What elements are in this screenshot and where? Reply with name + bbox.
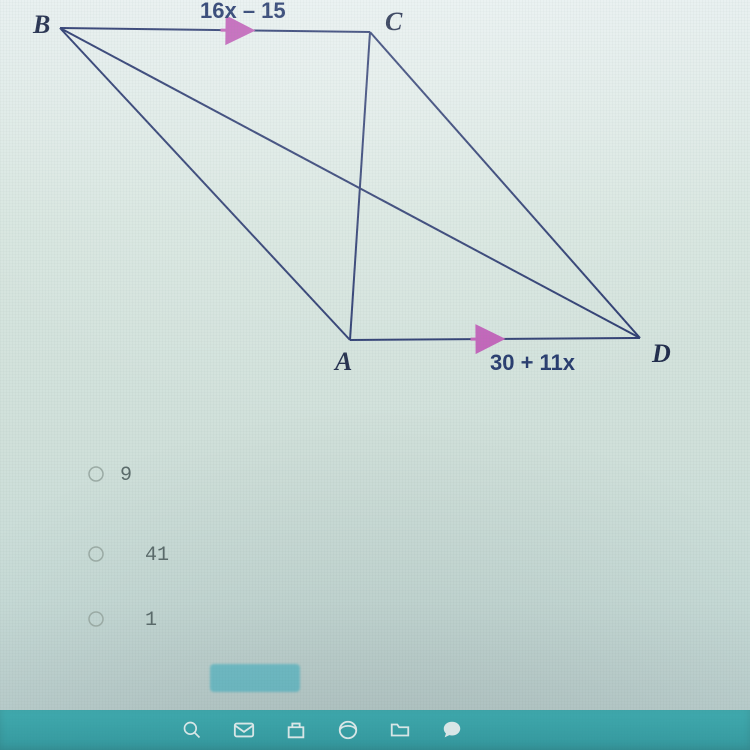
windows-taskbar[interactable] bbox=[0, 710, 750, 750]
figure-edges bbox=[60, 28, 640, 340]
folder-icon[interactable] bbox=[388, 718, 412, 742]
vertex-label-A: A bbox=[333, 347, 352, 376]
vertex-label-B: B bbox=[32, 10, 50, 39]
submit-button-blurred[interactable] bbox=[210, 664, 300, 692]
edge-label-BC: 16x – 15 bbox=[200, 0, 286, 23]
edge-CA bbox=[350, 32, 370, 340]
answer-text-1: 41 bbox=[145, 544, 169, 567]
edge-BD bbox=[60, 28, 640, 338]
edge-labels: 16x – 15 30 + 11x bbox=[200, 0, 576, 375]
chat-icon[interactable] bbox=[440, 718, 464, 742]
answer-options: 9 41 1 bbox=[0, 420, 750, 680]
geometry-figure: B C A D 16x – 15 30 + 11x bbox=[0, 0, 750, 420]
search-icon[interactable] bbox=[180, 718, 204, 742]
store-icon[interactable] bbox=[284, 718, 308, 742]
answer-radio-2[interactable] bbox=[89, 612, 103, 626]
edge-icon[interactable] bbox=[336, 718, 360, 742]
edge-label-AD: 30 + 11x bbox=[490, 350, 576, 375]
edge-BC bbox=[60, 28, 370, 32]
answer-text-0: 9 bbox=[120, 464, 132, 487]
answer-text-2: 1 bbox=[145, 609, 157, 632]
parallel-arrows bbox=[221, 30, 491, 339]
edge-CD bbox=[370, 32, 640, 338]
answer-radio-0[interactable] bbox=[89, 467, 103, 481]
vertex-label-D: D bbox=[651, 339, 671, 368]
edge-AD bbox=[350, 338, 640, 340]
answer-radio-1[interactable] bbox=[89, 547, 103, 561]
vertex-label-C: C bbox=[385, 7, 403, 36]
edge-BA bbox=[60, 28, 350, 340]
mail-icon[interactable] bbox=[232, 718, 256, 742]
